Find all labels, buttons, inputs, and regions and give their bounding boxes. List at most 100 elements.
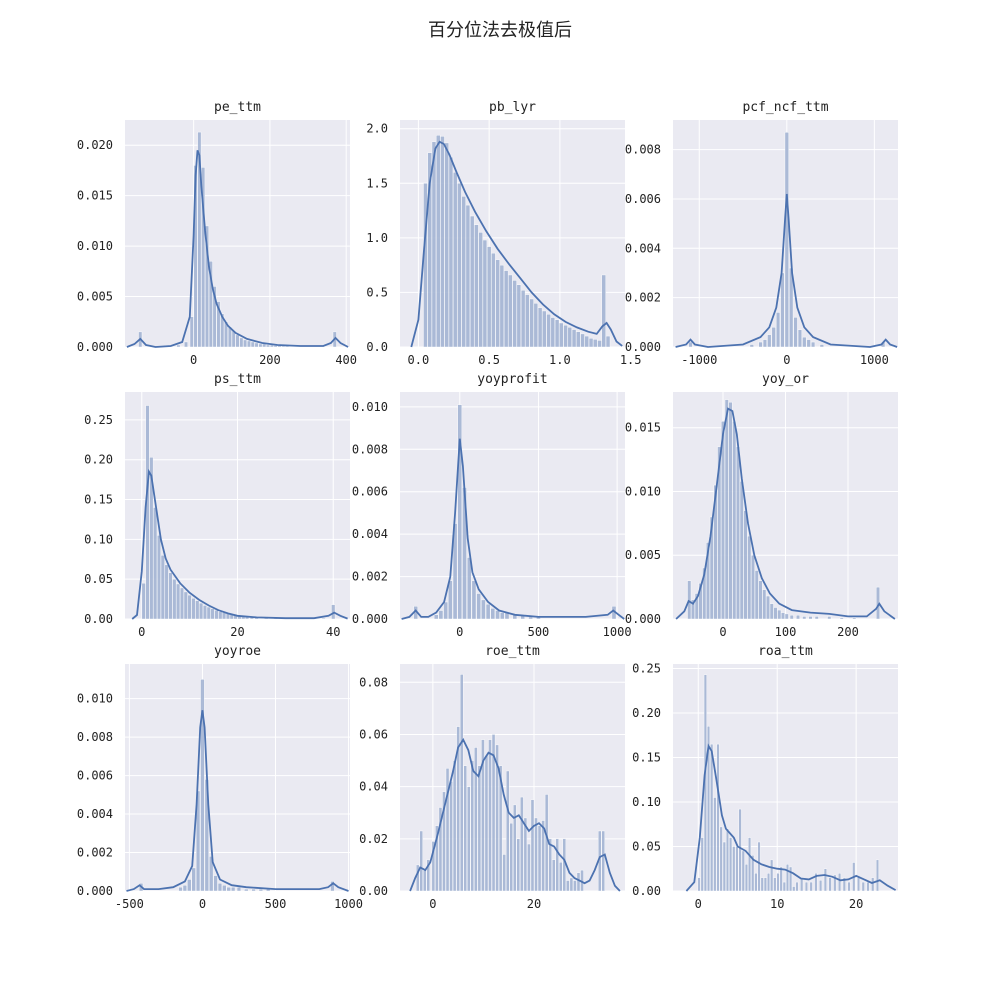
histogram-bar [551, 859, 556, 892]
histogram-bar [773, 607, 778, 620]
histogram-bar [482, 239, 488, 348]
histogram-bar [763, 877, 767, 892]
histogram-bar [525, 294, 530, 348]
histogram-bar [797, 329, 802, 348]
y-tick-label: 0.008 [625, 143, 661, 157]
x-tick-label: 1000 [334, 897, 363, 911]
histogram-bar [709, 516, 714, 620]
kde-line [685, 743, 897, 892]
histogram-bar [838, 872, 842, 892]
histogram-bar [216, 301, 221, 348]
histogram-bar [597, 340, 602, 348]
histogram-bar [567, 327, 572, 348]
histogram-bar [780, 272, 785, 348]
histogram-bar [719, 826, 723, 892]
histogram-bar [833, 874, 837, 892]
histogram-bar [251, 888, 256, 892]
histogram-bar [819, 880, 823, 892]
histogram-bar [566, 880, 570, 892]
histogram-bar [569, 877, 574, 892]
histogram-bar [199, 602, 204, 620]
histogram-bar [222, 612, 227, 620]
histogram-bar [808, 616, 813, 620]
histogram-bars [415, 674, 605, 892]
histogram-bar [776, 312, 781, 348]
plot-area [400, 392, 625, 619]
histogram-bar [710, 743, 714, 892]
histogram-bar [503, 270, 509, 348]
subplot-title: roe_ttm [485, 644, 540, 659]
x-tick-label: 1000 [603, 625, 632, 639]
subplot-title: yoyprofit [477, 372, 547, 387]
histogram-bar [469, 215, 475, 348]
histogram-bar [758, 341, 763, 348]
kde-line [401, 438, 625, 620]
y-tick-label: 0.010 [77, 239, 113, 253]
histogram-bar [205, 225, 209, 348]
x-tick-label: 0 [190, 353, 197, 367]
histogram-bar [461, 196, 466, 348]
histogram-bar [448, 156, 454, 348]
histogram-bar [861, 881, 865, 892]
x-tick-label: 20 [527, 897, 541, 911]
histogram-bar [550, 317, 556, 348]
histogram-bar [866, 881, 870, 892]
histogram-bar [214, 610, 219, 620]
histogram-bar [495, 610, 500, 620]
subplot-pb_lyr: pb_lyr 0.0 0.5 1.0 1.5 0.0 0.5 1.0 1.5 2.0 [366, 100, 641, 367]
histogram-bar [210, 608, 215, 620]
histogram-bar [541, 820, 545, 892]
histogram-bar [431, 141, 437, 348]
y-tick-label: 0.5 [366, 285, 388, 299]
x-tick-label: 400 [335, 353, 357, 367]
histogram-bar [156, 535, 161, 620]
y-tick-label: 0.05 [84, 572, 113, 586]
histogram-bar [247, 340, 251, 348]
histogram-bars [413, 404, 617, 620]
histogram-bar [735, 846, 739, 892]
histogram-bar [208, 261, 213, 348]
histogram-bar [792, 886, 796, 892]
histogram-bar [463, 765, 467, 892]
histogram-bar [488, 739, 492, 892]
histogram-bar [516, 838, 521, 892]
histogram-bar [563, 324, 568, 348]
histogram-bar [187, 594, 192, 620]
histogram-bar [481, 739, 485, 892]
figure-title: 百分位法去极值后 [428, 20, 572, 41]
histogram-bar [588, 338, 594, 348]
histogram-bar [453, 172, 458, 348]
histogram-bar [757, 841, 761, 892]
histogram-bar [766, 595, 770, 620]
histogram-bar [176, 583, 181, 620]
histogram-bar [236, 886, 242, 892]
histogram-bar [839, 617, 844, 620]
y-tick-label: 0.005 [625, 548, 661, 562]
histogram-bar [559, 322, 564, 348]
y-tick-label: 0.00 [359, 884, 388, 898]
histogram-bar [784, 613, 789, 620]
subplot-pe_ttm: pe_ttm 0 200 400 0.000 0.005 0.010 0.015 0.020 [77, 100, 357, 367]
histogram-bar [716, 743, 720, 892]
histogram-bar [243, 339, 248, 348]
histogram-bar [486, 246, 492, 348]
histogram-bar [523, 817, 528, 892]
histogram-bar [520, 290, 526, 348]
y-tick-label: 0.20 [632, 706, 661, 720]
y-tick-label: 0.000 [77, 340, 113, 354]
histogram-bar [777, 609, 782, 620]
histogram-bar [762, 589, 767, 620]
histogram-bar [537, 825, 542, 892]
histogram-bar [785, 864, 789, 892]
histogram-bar [827, 616, 832, 620]
histogram-bar [189, 316, 194, 348]
histogram-bar [793, 317, 798, 348]
gridlines [125, 392, 350, 620]
histogram-bar [871, 877, 875, 892]
histogram-bar [176, 344, 181, 348]
histogram-bar [762, 339, 767, 348]
histogram-bar [751, 855, 755, 892]
histogram-bar [438, 807, 443, 892]
